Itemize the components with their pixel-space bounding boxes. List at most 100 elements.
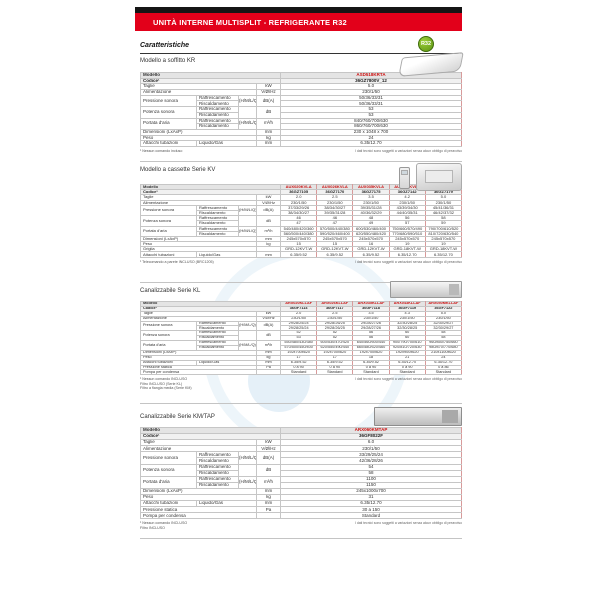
cell-value: 600/530/470/420: [316, 340, 354, 347]
footnote-right: I dati tecnici sono soggetti a variazion…: [354, 377, 462, 382]
row-label: Portata d'aria: [140, 225, 197, 237]
row-unit: m³/h: [256, 475, 281, 489]
cell-value: 980/870/770/680: [424, 345, 463, 351]
spec-table: Modello ARX020KLLAF ARX026KLLAF ARX035KLLAF…: [139, 301, 463, 376]
row-label: Pressione sonora: [140, 451, 197, 465]
row-note: (H/M/L/Q): [238, 451, 257, 465]
row-unit: mm: [256, 140, 281, 147]
page-top-strip: [135, 7, 462, 13]
row-note: (H/M/L/Q): [238, 340, 257, 351]
cell-value: 900/790/700/610: [388, 340, 426, 347]
cell-value: 540/480/420/360: [280, 225, 318, 232]
footnote-line: ¹ Telecomando a parete INCLUSO (BRC1205): [140, 259, 214, 264]
section-cassette-kv: Modello a cassette Serie KV Modello AUX02…: [139, 163, 463, 264]
section-divider: [140, 538, 462, 539]
cell-value: 6.35/12.70: [424, 251, 463, 258]
footnote-left: ¹ Nessun comando INCLUSO Filtro INCLUSO: [140, 521, 187, 530]
spec-table-host: ModelloAUX020KVLAAUX026KVLAAUX035KVLAAUX…: [139, 183, 463, 258]
cell-value: 600/530/460/400: [352, 225, 390, 232]
footnote-left: ¹ Nessun comando incluso: [140, 149, 182, 153]
row-label: Portata d'aria: [140, 340, 197, 351]
row-label: Potenza sonora: [140, 463, 197, 477]
row-unit: dB: [255, 215, 282, 227]
footnote-line: Filtro INCLUSO: [140, 525, 165, 530]
cell-value: Standard: [280, 512, 462, 520]
cell-value: 750/660/570/490: [388, 225, 426, 232]
cell-value: 5.0: [280, 83, 462, 91]
row-unit: dB(A): [256, 94, 281, 108]
row-unit: m³/h: [255, 225, 282, 237]
footnote-left: ¹ Telecomando a parete INCLUSO (BRC1205): [140, 260, 214, 264]
cell-value: 660/580/520/460: [352, 345, 390, 351]
cell-value: 53: [280, 111, 462, 119]
row-note: (H/M/L/Q): [238, 204, 257, 217]
model-name: ASD518KRTA: [280, 72, 462, 79]
footnote-right: I dati tecnici sono soggetti a variazion…: [354, 521, 462, 526]
cell-value: GRD-12KVT-W: [316, 246, 354, 253]
spec-table-host: Modello ARX020KLLAF ARX026KLLAF ARX035KLLAF…: [139, 301, 463, 376]
page-banner: UNITÀ INTERNE MULTISPLIT - REFRIGERANTE …: [135, 13, 462, 31]
ceiling-unit-image: [398, 52, 464, 79]
cell-value: Standard: [424, 369, 463, 376]
model-name: ARX020KLLAF: [280, 301, 318, 307]
spec-table-host: Modello ASD518KRTA Codice¹ 36GZ7800V_12 Tagl…: [140, 72, 462, 147]
cell-value: 960/850/750/660: [424, 340, 463, 347]
footnote-right: I dati tecnici sono soggetti a variazion…: [354, 148, 462, 153]
cell-value: 920/810/720/630: [388, 345, 426, 351]
row-label: Potenza sonora: [140, 106, 197, 119]
cell-value: 840/760/700/630: [280, 117, 462, 125]
section-heading: Canalizzabile Serie KM/TAP: [140, 414, 215, 420]
row-label: Potenza sonora: [140, 330, 197, 342]
model-name: AUX020KVLA: [280, 183, 318, 191]
model-name: AUX026KVLA: [316, 183, 354, 191]
section-canalizzabile-km-tap: Canalizzabile Serie KM/TAP Modello ARX060…: [140, 407, 462, 530]
row-note: [238, 330, 257, 342]
duct-unit-image: [390, 281, 462, 298]
row-label: Portata d'aria: [140, 475, 197, 489]
cell-value: 590/520/460/400: [316, 230, 354, 237]
page-title: Caratteristiche: [140, 42, 190, 49]
row-unit: dB(A): [255, 204, 282, 217]
section-heading: Modello a cassette Serie KV: [140, 167, 216, 173]
footnote-left: ¹ Nessun comando INCLUSO Filtro INCLUSO (…: [140, 377, 192, 390]
cell-value: 570/500/450/400: [280, 345, 318, 351]
cell-value: GRD-18KVT-W: [388, 246, 426, 253]
spec-table-host: Modello ARX060KMTAP Codice¹ 36GF8022F Taglie…: [140, 426, 462, 520]
footnote-line: ¹ Nessun comando incluso: [140, 148, 183, 153]
r32-badge-icon: R32: [418, 36, 434, 52]
row-note: [238, 215, 257, 227]
row-note: (H/M/L/Q): [238, 320, 257, 332]
row-unit: dB: [256, 106, 281, 119]
title-rule: [140, 53, 462, 54]
cell-value: 770/680/590/510: [388, 230, 426, 237]
r32-badge-label: R32: [420, 41, 432, 47]
cell-value: Standard: [388, 369, 426, 376]
cell-value: 640/560/500/440: [352, 340, 390, 347]
footnotes: ¹ Telecomando a parete INCLUSO (BRC1205)…: [140, 260, 462, 264]
section-divider: [140, 403, 462, 404]
model-name: ARX026KLLAF: [316, 301, 354, 307]
cell-value: 550/480/430/380: [280, 340, 318, 347]
cell-value: GRD-12KVT-W: [352, 246, 390, 253]
cell-value: 6.35/9.52: [316, 251, 354, 258]
section-divider: [140, 282, 462, 283]
section-heading: Canalizzabile Serie KL: [140, 288, 201, 294]
cell-value: GRD-18KVT-W: [424, 246, 463, 253]
banner-title: UNITÀ INTERNE MULTISPLIT - REFRIGERANTE …: [153, 17, 347, 27]
row-note: [238, 106, 257, 119]
row-unit: [255, 369, 282, 376]
model-name: ARX050MKLLAF: [424, 301, 463, 307]
row-note: (H/M/L/Q): [238, 225, 257, 237]
cell-value: 6.35/9.52: [280, 251, 318, 258]
cell-value: 560/500/440/380: [280, 230, 318, 237]
cell-value: 53: [280, 106, 462, 113]
cell-value: GRD-12KVT-W: [280, 246, 318, 253]
footnote-line: Filtro a flangia media (Serie KM): [140, 386, 192, 391]
row-label: Pressione sonora: [140, 320, 197, 332]
footnotes: ¹ Nessun comando INCLUSO Filtro INCLUSO (…: [140, 377, 462, 390]
cell-value: Standard: [280, 369, 318, 376]
cell-value: 6.35/12.70: [280, 140, 462, 147]
row-unit: dB(A): [256, 451, 281, 465]
footnotes: ¹ Nessun comando INCLUSO Filtro INCLUSO I…: [140, 521, 462, 530]
cell-value: 50/36/33/31: [280, 100, 462, 108]
